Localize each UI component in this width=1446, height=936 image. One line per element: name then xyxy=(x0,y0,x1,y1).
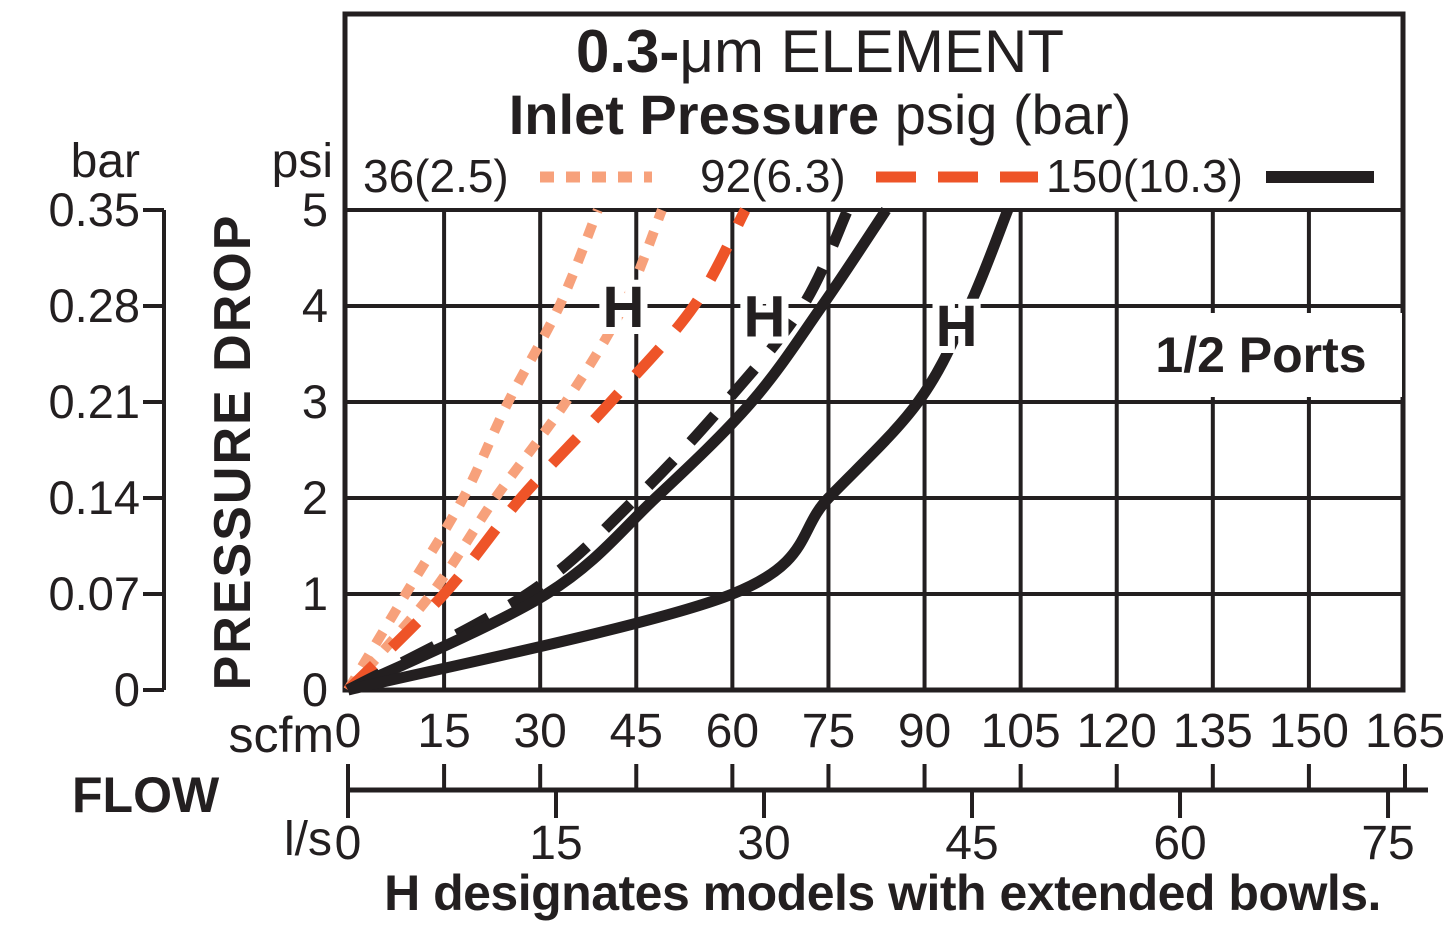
psi-tick-3: 3 xyxy=(301,375,328,428)
scfm-unit-label: scfm xyxy=(228,707,334,763)
scfm-tick-105: 105 xyxy=(980,705,1061,758)
curve-2-dashed xyxy=(344,207,751,694)
ls-tick-60: 60 xyxy=(1153,817,1207,870)
h-marker-1: H xyxy=(743,285,785,350)
bar-scale-axis xyxy=(143,208,166,692)
curve-5-solid xyxy=(346,207,1013,696)
ls-tick-45: 45 xyxy=(945,817,999,870)
curve-3-dashed xyxy=(345,207,853,695)
scfm-tick-60: 60 xyxy=(705,705,760,758)
bar-tick-0: 0 xyxy=(113,663,140,716)
scfm-tick-165: 165 xyxy=(1364,705,1446,758)
ls-tick-15: 15 xyxy=(529,817,583,870)
legend-label-150: 150(10.3) xyxy=(1046,150,1243,202)
chart-subtitle-rest: psig (bar) xyxy=(879,83,1132,146)
curve-0-dotted xyxy=(343,208,603,693)
x-axis-title: FLOW xyxy=(72,767,220,823)
scfm-tick-0: 0 xyxy=(334,705,362,758)
bar-tick-0.35: 0.35 xyxy=(48,183,140,236)
psi-tick-0: 0 xyxy=(301,663,328,716)
chart-subtitle-bold: Inlet Pressure xyxy=(508,83,880,146)
ports-label: 1/2 Ports xyxy=(1155,327,1366,383)
h-marker-0: H xyxy=(603,275,645,340)
scfm-tick-90: 90 xyxy=(897,705,952,758)
plot-border xyxy=(342,11,1406,693)
scfm-tick-15: 15 xyxy=(417,705,471,758)
psi-tick-2: 2 xyxy=(301,471,328,524)
chart-title: 0.3-μm ELEMENT xyxy=(395,20,1245,83)
ls-unit-label: l/s xyxy=(284,813,332,866)
scfm-tick-135: 135 xyxy=(1172,705,1253,758)
scfm-tick-120: 120 xyxy=(1076,705,1157,758)
scfm-tick-30: 30 xyxy=(513,705,567,758)
bar-tick-0.14: 0.14 xyxy=(48,471,140,524)
h-marker-2: H xyxy=(936,294,978,359)
ports-label-bg xyxy=(1120,313,1402,397)
chart-title-rest: μm ELEMENT xyxy=(679,18,1064,85)
scfm-tick-75: 75 xyxy=(801,705,856,758)
psi-tick-4: 4 xyxy=(301,279,328,332)
ls-tick-30: 30 xyxy=(737,817,791,870)
chart-title-bold: 0.3- xyxy=(576,18,680,85)
psi-unit-label: psi xyxy=(271,135,333,188)
bar-tick-0.07: 0.07 xyxy=(48,567,140,620)
legend-label-36: 36(2.5) xyxy=(363,150,509,202)
chart-caption: H designates models with extended bowls. xyxy=(384,865,1381,921)
psi-tick-5: 5 xyxy=(301,183,328,236)
chart-subtitle: Inlet Pressure psig (bar) xyxy=(395,83,1245,146)
ls-tick-75: 75 xyxy=(1361,817,1415,870)
bar-tick-0.21: 0.21 xyxy=(48,375,140,428)
scfm-tick-45: 45 xyxy=(609,705,663,758)
bar-tick-0.28: 0.28 xyxy=(48,279,140,332)
legend-label-92: 92(6.3) xyxy=(700,150,846,202)
scfm-tick-150: 150 xyxy=(1268,705,1349,758)
ls-tick-0: 0 xyxy=(334,817,362,870)
curve-4-solid xyxy=(345,206,891,695)
psi-tick-1: 1 xyxy=(301,567,328,620)
bar-unit-label: bar xyxy=(70,135,140,188)
